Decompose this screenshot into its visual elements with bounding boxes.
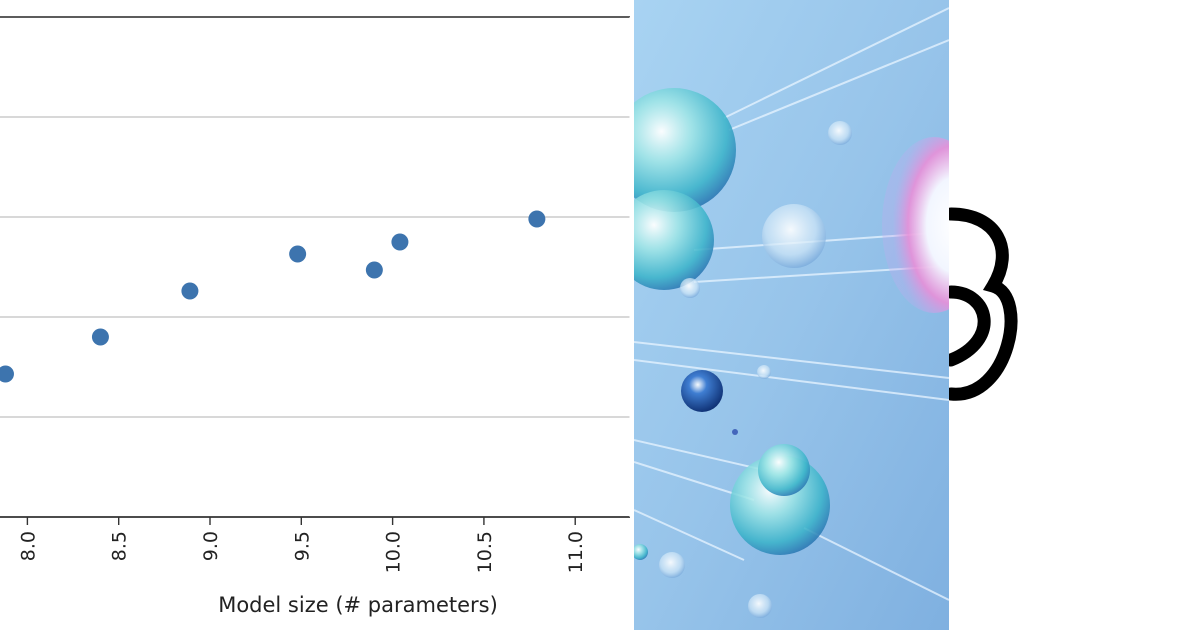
partial-logo-icon xyxy=(949,207,1018,401)
scatter-chart-svg: 8.0 8.5 9.0 9.5 10.0 10.5 11.0 Model size (# p… xyxy=(0,16,631,617)
data-point-7 xyxy=(528,210,546,228)
scatter-chart: 8.0 8.5 9.0 9.5 10.0 10.5 11.0 Model size (# p… xyxy=(0,16,631,617)
data-point-6 xyxy=(391,233,409,251)
x-tick-label-1: 8.5 xyxy=(109,531,131,561)
grid-lines xyxy=(0,116,630,418)
x-tick-label-4: 10.0 xyxy=(383,531,405,573)
data-point-2 xyxy=(91,328,109,346)
data-point-1 xyxy=(0,365,14,383)
x-tick-label-0: 8.0 xyxy=(17,531,39,561)
glass-spheres-artwork xyxy=(634,0,949,630)
logo-area xyxy=(949,0,1200,630)
data-point-4 xyxy=(289,245,307,263)
x-ticks: 8.0 8.5 9.0 9.5 10.0 10.5 11.0 xyxy=(17,517,587,573)
data-points xyxy=(0,210,546,383)
x-tick-label-2: 9.0 xyxy=(200,531,222,561)
x-axis-title: Model size (# parameters) xyxy=(218,593,498,617)
x-tick-label-6: 11.0 xyxy=(565,531,587,573)
x-tick-label-5: 10.5 xyxy=(474,531,496,573)
data-point-3 xyxy=(181,282,199,300)
data-point-5 xyxy=(365,261,383,279)
x-tick-label-3: 9.5 xyxy=(291,531,313,561)
glass-spheres-artwork-svg xyxy=(634,0,949,630)
